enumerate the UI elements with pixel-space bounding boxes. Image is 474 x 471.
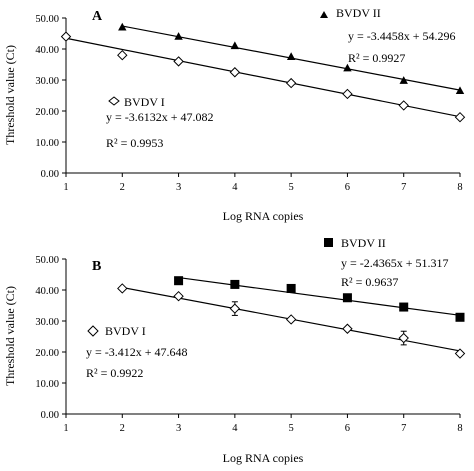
data-point-bvdv-i: [454, 111, 466, 123]
x-tick-label: 3: [176, 423, 181, 434]
x-tick-label: 4: [232, 423, 238, 434]
data-point-bvdv-i: [285, 314, 297, 325]
data-point-bvdv-ii: [174, 276, 184, 286]
r2-label: R² = 0.9637: [341, 275, 398, 289]
legend-bvdv-ii: BVDV II y = -3.4458x + 54.296 R² = 0.992…: [320, 6, 456, 65]
diamond-marker-icon: [108, 96, 120, 106]
x-tick-label: 8: [457, 182, 462, 193]
r2-label: R² = 0.9927: [348, 51, 405, 65]
y-tick-label: 20.00: [35, 107, 59, 118]
diamond-marker-icon: [87, 325, 99, 337]
data-point-bvdv-ii: [343, 63, 352, 72]
equation-label: y = -3.412x + 47.648: [86, 345, 188, 359]
y-tick-label: 10.00: [35, 138, 59, 149]
x-axis-label: Log RNA copies: [223, 451, 304, 465]
data-point-bvdv-ii: [118, 22, 127, 31]
data-point-bvdv-i: [229, 303, 241, 314]
y-tick-label: 0.00: [41, 169, 59, 180]
y-tick-label: 50.00: [35, 14, 59, 25]
data-point-bvdv-ii: [286, 52, 296, 60]
data-point-bvdv-i: [454, 348, 466, 359]
legend-label: BVDV I: [105, 324, 146, 338]
x-tick-label: 2: [120, 423, 125, 434]
data-point-bvdv-ii: [230, 41, 240, 50]
x-tick-label: 5: [289, 423, 294, 434]
x-tick-label: 8: [457, 423, 462, 434]
y-tick-label: 50.00: [35, 255, 59, 266]
triangle-marker-icon: [320, 11, 328, 18]
data-point-bvdv-ii: [342, 293, 352, 303]
y-tick-label: 30.00: [35, 317, 59, 328]
data-point-bvdv-i: [173, 56, 184, 67]
data-point-bvdv-i: [229, 67, 241, 78]
data-point-bvdv-ii: [399, 76, 408, 84]
data-point-bvdv-i: [60, 31, 72, 42]
data-point-bvdv-i: [117, 283, 128, 294]
x-tick-label: 6: [345, 423, 350, 434]
x-tick-label: 3: [176, 182, 181, 193]
data-point-bvdv-i: [342, 88, 353, 100]
panel-label: A: [92, 9, 103, 24]
data-point-bvdv-i: [285, 77, 297, 89]
y-tick-label: 30.00: [35, 76, 59, 87]
r2-label: R² = 0.9953: [106, 136, 163, 150]
data-point-bvdv-i: [117, 49, 128, 61]
y-axis-label: Threshold value (Ct): [3, 45, 17, 145]
x-tick-label: 7: [401, 182, 406, 193]
data-point-bvdv-ii: [399, 302, 409, 312]
legend-bvdv-i: BVDV I y = -3.412x + 47.648 R² = 0.9922: [86, 324, 188, 380]
x-tick-label: 7: [401, 423, 406, 434]
x-tick-label: 4: [232, 182, 238, 193]
y-tick-label: 20.00: [35, 348, 59, 359]
panel-b: B Log RNA copies Threshold value (Ct) BV…: [3, 236, 466, 465]
y-tick-label: 0.00: [41, 410, 59, 421]
data-point-bvdv-ii: [230, 279, 240, 289]
legend-bvdv-i: BVDV I y = -3.6132x + 47.082 R² = 0.9953: [106, 95, 214, 150]
data-point-bvdv-ii: [455, 312, 465, 322]
legend-label: BVDV II: [336, 6, 381, 20]
x-tick-label: 6: [345, 182, 350, 193]
x-tick-label: 1: [63, 182, 68, 193]
trendline-bvdv-i: [65, 37, 461, 118]
trendline-bvdv-ii: [178, 276, 461, 316]
data-point-bvdv-i: [342, 323, 353, 334]
legend-bvdv-ii: BVDV II y = -2.4365x + 51.317 R² = 0.963…: [324, 236, 449, 289]
y-tick-label: 40.00: [35, 286, 59, 297]
data-point-bvdv-i: [398, 100, 409, 111]
r2-label: R² = 0.9922: [86, 366, 143, 380]
data-point-bvdv-ii: [286, 283, 296, 293]
x-tick-label: 2: [120, 182, 125, 193]
y-axis-label: Threshold value (Ct): [3, 286, 17, 386]
data-point-bvdv-ii: [455, 86, 465, 95]
equation-label: y = -3.6132x + 47.082: [106, 110, 214, 124]
panel-a: A Log RNA copies Threshold value (Ct) BV…: [3, 6, 466, 223]
data-point-bvdv-i: [173, 290, 184, 302]
legend-label: BVDV II: [341, 236, 386, 250]
equation-label: y = -3.4458x + 54.296: [348, 29, 456, 43]
x-tick-label: 1: [63, 423, 68, 434]
equation-label: y = -2.4365x + 51.317: [341, 256, 449, 270]
x-tick-label: 5: [289, 182, 294, 193]
data-point-bvdv-i: [398, 332, 409, 344]
square-marker-icon: [324, 238, 333, 247]
data-point-bvdv-ii: [174, 32, 183, 40]
y-tick-label: 40.00: [35, 45, 59, 56]
x-axis-label: Log RNA copies: [223, 209, 304, 223]
legend-label: BVDV I: [124, 95, 165, 109]
y-tick-label: 10.00: [35, 379, 59, 390]
panel-label: B: [92, 259, 101, 274]
